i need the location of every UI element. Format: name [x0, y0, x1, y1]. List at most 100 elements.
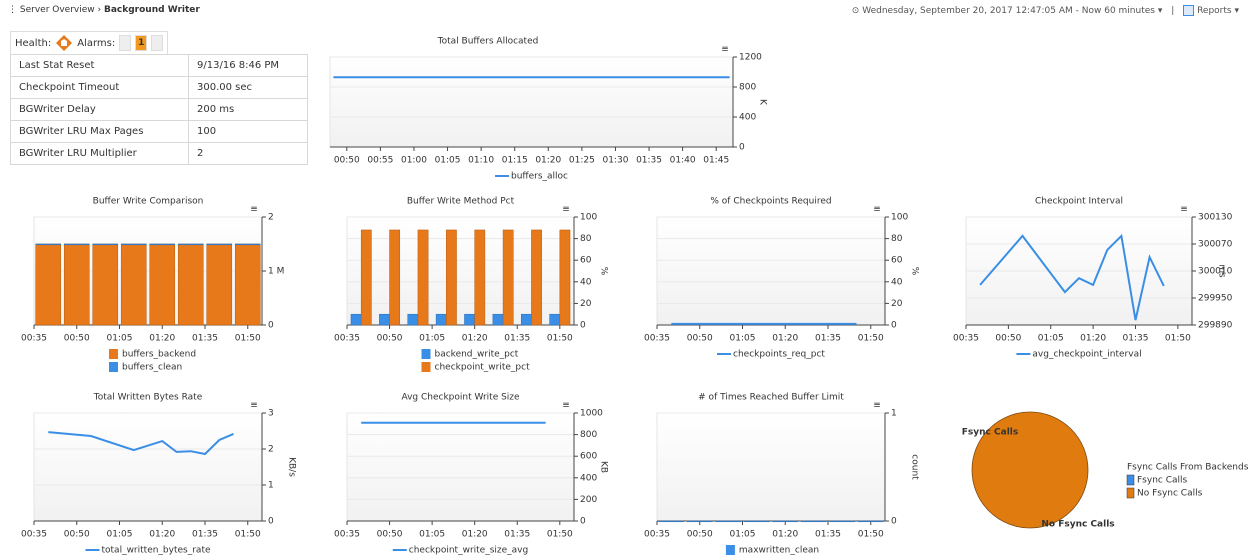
y-tick-label: 0 — [268, 321, 274, 331]
stats-row: BGWriter LRU Max Pages 100 — [10, 120, 308, 143]
x-tick-label: 00:35 — [953, 334, 979, 344]
plot-area — [329, 56, 734, 148]
y-axis-label: % — [599, 267, 609, 276]
bar — [92, 243, 119, 326]
x-tick-label: 01:50 — [235, 530, 261, 540]
stat-value: 200 ms — [188, 98, 308, 121]
legend-swatch — [109, 362, 118, 372]
bar — [857, 520, 884, 523]
chart-menu: ≡ — [873, 401, 881, 411]
chart: Total Written Bytes Rate ≡ 0 1 2 3 00:35 00:50 0… — [21, 393, 296, 555]
y-tick-label: 100 — [580, 213, 597, 223]
health-icon[interactable] — [55, 34, 73, 52]
y-tick-label: 100 — [891, 213, 908, 223]
bar — [63, 243, 90, 246]
stat-value: 2 — [188, 142, 308, 165]
bar — [120, 243, 147, 326]
bar — [446, 229, 457, 326]
chart-title: Total Buffers Allocated — [437, 37, 539, 47]
chart-menu: ≡ — [562, 205, 570, 215]
bar — [502, 229, 514, 326]
dropdown-arrow[interactable]: ▾ — [1157, 6, 1163, 16]
x-tick-label: 01:10 — [468, 156, 494, 166]
x-tick-label: 01:35 — [636, 156, 662, 166]
breadcrumb-parent[interactable]: Server Overview — [19, 5, 95, 15]
legend-swatch — [421, 362, 431, 372]
x-tick-label: 00:50 — [64, 530, 90, 540]
y-tick-label: 400 — [580, 473, 597, 483]
x-tick-label: 01:05 — [419, 530, 445, 540]
legend-label: total_written_bytes_rate — [101, 546, 210, 555]
y-axis-label: K — [758, 99, 768, 106]
x-tick-label: 01:50 — [547, 334, 573, 344]
legend-label: checkpoint_write_size_avg — [409, 546, 528, 555]
x-tick-label: 01:50 — [235, 334, 261, 344]
x-tick-label: 01:50 — [1165, 334, 1191, 344]
bar — [177, 243, 204, 246]
reports-arrow[interactable]: ▾ — [1234, 6, 1239, 16]
legend-label: buffers_backend — [122, 350, 196, 360]
y-tick-label: 200 — [580, 495, 597, 505]
chart-menu: ≡ — [562, 401, 570, 411]
alarm-box[interactable] — [119, 35, 132, 51]
plot-area — [346, 412, 575, 522]
bar — [63, 243, 90, 326]
y-tick-label: 1 — [891, 409, 897, 419]
legend-swatch — [1126, 474, 1135, 486]
breadcrumb-separator: › — [97, 5, 102, 15]
x-tick-label: 00:35 — [644, 334, 670, 344]
plot-area — [656, 412, 886, 522]
x-tick-label: 01:20 — [149, 530, 175, 540]
x-tick-label: 01:30 — [602, 156, 628, 166]
bar — [120, 243, 147, 246]
bar — [772, 520, 799, 523]
stat-value: 100 — [188, 120, 308, 143]
y-tick-label: 80 — [891, 234, 903, 244]
x-tick-label: 00:50 — [377, 530, 403, 540]
pie-label: Fsync Calls — [962, 428, 1018, 438]
y-axis-label: ms — [1217, 264, 1227, 278]
x-tick-label: 01:50 — [547, 530, 573, 540]
y-tick-label: 60 — [580, 256, 592, 266]
stat-label: BGWriter LRU Multiplier — [10, 142, 189, 165]
y-tick-label: 80 — [580, 234, 592, 244]
stat-label: Last Stat Reset — [10, 54, 189, 77]
y-tick-label: 0 — [739, 143, 745, 153]
x-tick-label: 01:35 — [504, 530, 530, 540]
y-tick-label: 299890 — [1198, 321, 1233, 331]
bar — [417, 229, 429, 326]
bar — [379, 313, 390, 326]
bar — [360, 229, 372, 326]
alarm-count[interactable]: 1 — [135, 35, 148, 51]
x-tick-label: 01:20 — [772, 530, 798, 540]
time-range[interactable]: Wednesday, September 20, 2017 12:47:05 A… — [862, 6, 1155, 16]
legend-label: avg_checkpoint_interval — [1032, 350, 1141, 360]
alarm-box[interactable] — [151, 35, 164, 51]
y-tick-label: 600 — [580, 452, 597, 462]
bar — [531, 229, 542, 326]
x-tick-label: 01:05 — [1038, 334, 1064, 344]
y-tick-label: 0 — [268, 517, 274, 527]
legend-label: Fsync Calls — [1137, 476, 1188, 486]
bar — [35, 243, 62, 326]
y-tick-label: 2 — [268, 213, 274, 223]
breadcrumb: ⋮ Server Overview › Background Writer — [8, 5, 200, 15]
chart-menu: ≡ — [873, 205, 881, 215]
stats-row: BGWriter Delay 200 ms — [10, 98, 308, 121]
x-tick-label: 01:15 — [502, 156, 528, 166]
x-tick-label: 00:50 — [687, 530, 713, 540]
x-tick-label: 01:00 — [401, 156, 427, 166]
bar — [686, 520, 713, 523]
legend-label: backend_write_pct — [435, 350, 519, 360]
chart: Total Buffers Allocated ≡ 0 400 800 1200 00:50… — [329, 37, 768, 182]
x-tick-label: 00:35 — [21, 530, 47, 540]
bar — [149, 243, 176, 326]
reports-button[interactable]: Reports — [1197, 6, 1232, 16]
chart: # of Times Reached Buffer Limit ≡ 0 1 00:35 0… — [644, 393, 920, 555]
chart-title: Buffer Write Comparison — [93, 197, 204, 207]
health-bar: Health: Alarms: 1 — [10, 31, 169, 55]
legend-swatch — [421, 349, 431, 359]
x-tick-label: 00:35 — [334, 530, 360, 540]
legend-item: backend_write_pct — [421, 349, 519, 360]
